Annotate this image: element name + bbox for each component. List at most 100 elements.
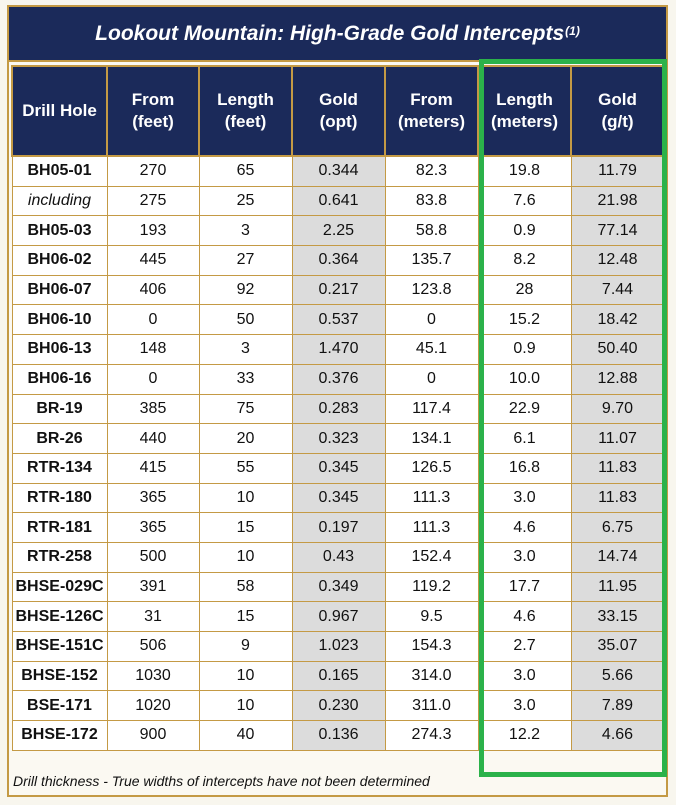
table-cell: 3.0 (477, 541, 572, 573)
drill-hole-cell: BH06-07 (11, 274, 108, 306)
table-cell: 2.7 (477, 631, 572, 662)
drill-hole-cell: RTR-134 (11, 452, 108, 484)
table-cell: 311.0 (384, 690, 479, 722)
table-cell: 0.197 (291, 512, 386, 543)
table-cell: 0.43 (291, 541, 386, 573)
table-cell: 275 (106, 185, 200, 217)
table-cell: 58 (198, 571, 293, 603)
table-cell: 0.376 (291, 363, 386, 395)
table-cell: 18.42 (570, 304, 665, 336)
table-cell: 0.217 (291, 274, 386, 306)
table-cell: 12.2 (477, 720, 572, 751)
table-cell: 10.0 (477, 363, 572, 395)
table-cell: 3.0 (477, 482, 572, 514)
table-cell: 10 (198, 690, 293, 722)
table-cell: 45.1 (384, 334, 479, 365)
table-cell: 123.8 (384, 274, 479, 306)
table-cell: 6.75 (570, 512, 665, 543)
table-cell: 0.165 (291, 660, 386, 692)
table-cell: 9 (198, 631, 293, 662)
table-cell: 270 (106, 155, 200, 187)
column-header-line: Drill Hole (22, 101, 97, 120)
table-cell: 0.230 (291, 690, 386, 722)
table-cell: 0.345 (291, 452, 386, 484)
drill-hole-cell: including (11, 185, 108, 217)
table-cell: 152.4 (384, 541, 479, 573)
table-cell: 0 (384, 363, 479, 395)
table-cell: 9.70 (570, 393, 665, 425)
table-row: BHSE-126C 31 15 0.967 9.5 4.6 33.15 (11, 601, 665, 632)
table-cell: 0.136 (291, 720, 386, 751)
column-header: Drill Hole (11, 65, 108, 157)
column-header: Length (feet) (198, 65, 293, 157)
table-cell: 15 (198, 512, 293, 543)
table-cell: 10 (198, 660, 293, 692)
table-row: BHSE-151C 506 9 1.023 154.3 2.7 35.07 (11, 631, 665, 662)
table-cell: 5.66 (570, 660, 665, 692)
table-cell: 1030 (106, 660, 200, 692)
table-cell: 7.6 (477, 185, 572, 217)
table-row: BR-26 440 20 0.323 134.1 6.1 11.07 (11, 423, 665, 454)
column-header: Gold (g/t) (570, 65, 665, 157)
table-cell: 83.8 (384, 185, 479, 217)
table-cell: 3.0 (477, 690, 572, 722)
table-cell: 15.2 (477, 304, 572, 336)
table-cell: 27 (198, 245, 293, 276)
table-cell: 75 (198, 393, 293, 425)
table-cell: 11.07 (570, 423, 665, 454)
column-header-line: (meters) (490, 112, 559, 131)
title-text: Lookout Mountain: High-Grade Gold Interc… (95, 21, 565, 45)
drill-hole-cell: BH05-03 (11, 215, 108, 247)
table-cell: 0.9 (477, 334, 572, 365)
table-cell: 33 (198, 363, 293, 395)
table-cell: 19.8 (477, 155, 572, 187)
table-cell: 0.345 (291, 482, 386, 514)
table-cell: 0.967 (291, 601, 386, 632)
table-cell: 11.95 (570, 571, 665, 603)
table-cell: 415 (106, 452, 200, 484)
table-cell: 12.48 (570, 245, 665, 276)
table-cell: 0.537 (291, 304, 386, 336)
column-header: From (meters) (384, 65, 479, 157)
table-cell: 0.349 (291, 571, 386, 603)
drill-hole-cell: BH05-01 (11, 155, 108, 187)
header-row: Drill Hole From (feet) Length (feet) Gold (opt… (11, 65, 665, 157)
table-cell: 0.344 (291, 155, 386, 187)
table-cell: 3 (198, 334, 293, 365)
column-header-line: From (131, 90, 175, 109)
drill-hole-cell: BHSE-152 (11, 660, 108, 692)
table-cell: 3 (198, 215, 293, 247)
table-cell: 135.7 (384, 245, 479, 276)
table-cell: 92 (198, 274, 293, 306)
table-cell: 28 (477, 274, 572, 306)
drill-hole-cell: BHSE-151C (11, 631, 108, 662)
table-cell: 500 (106, 541, 200, 573)
table-row: BH05-01 270 65 0.344 82.3 19.8 11.79 (11, 155, 665, 187)
table-cell: 365 (106, 482, 200, 514)
table-cell: 82.3 (384, 155, 479, 187)
drill-hole-cell: BH06-13 (11, 334, 108, 365)
drill-hole-cell: RTR-258 (11, 541, 108, 573)
table-cell: 154.3 (384, 631, 479, 662)
column-header-line: (g/t) (601, 112, 634, 131)
table-cell: 440 (106, 423, 200, 454)
table-cell: 31 (106, 601, 200, 632)
table-row: BH06-02 445 27 0.364 135.7 8.2 12.48 (11, 245, 665, 276)
table-row: BH06-07 406 92 0.217 123.8 28 7.44 (11, 274, 665, 306)
column-header-line: Gold (319, 90, 358, 109)
table-cell: 0.364 (291, 245, 386, 276)
table-row: BH06-10 0 50 0.537 0 15.2 18.42 (11, 304, 665, 336)
table-cell: 8.2 (477, 245, 572, 276)
column-header: Gold (opt) (291, 65, 386, 157)
column-header-line: (opt) (319, 112, 358, 131)
table-cell: 365 (106, 512, 200, 543)
column-header-line: Length (217, 90, 274, 109)
table-cell: 58.8 (384, 215, 479, 247)
column-header-line: (meters) (397, 112, 466, 131)
table-cell: 10 (198, 541, 293, 573)
table-cell: 50 (198, 304, 293, 336)
table-cell: 2.25 (291, 215, 386, 247)
table-cell: 3.0 (477, 660, 572, 692)
table-cell: 406 (106, 274, 200, 306)
table-cell: 126.5 (384, 452, 479, 484)
